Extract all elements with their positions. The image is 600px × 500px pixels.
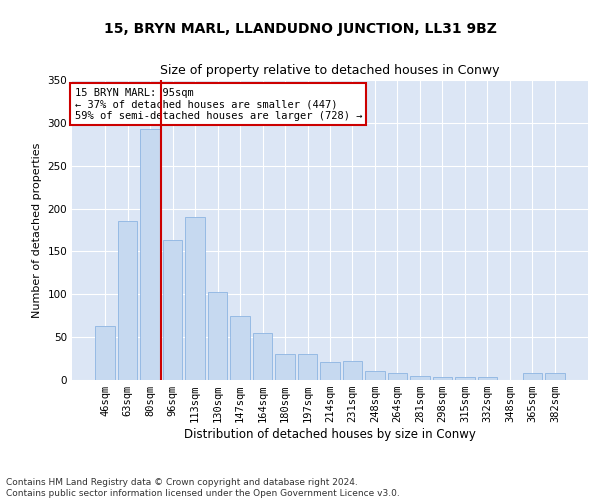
- Bar: [410, 376, 430, 380]
- Bar: [253, 333, 272, 380]
- Bar: [208, 292, 227, 380]
- Y-axis label: Number of detached properties: Number of detached properties: [32, 142, 42, 318]
- Text: 15 BRYN MARL: 95sqm
← 37% of detached houses are smaller (447)
59% of semi-detac: 15 BRYN MARL: 95sqm ← 37% of detached ho…: [74, 88, 362, 120]
- Bar: [320, 362, 340, 380]
- Title: Size of property relative to detached houses in Conwy: Size of property relative to detached ho…: [160, 64, 500, 78]
- Bar: [523, 373, 542, 380]
- X-axis label: Distribution of detached houses by size in Conwy: Distribution of detached houses by size …: [184, 428, 476, 441]
- Bar: [163, 240, 182, 380]
- Bar: [388, 373, 407, 380]
- Bar: [545, 373, 565, 380]
- Text: 15, BRYN MARL, LLANDUDNO JUNCTION, LL31 9BZ: 15, BRYN MARL, LLANDUDNO JUNCTION, LL31 …: [104, 22, 496, 36]
- Bar: [275, 354, 295, 380]
- Bar: [185, 217, 205, 380]
- Bar: [95, 326, 115, 380]
- Bar: [478, 376, 497, 380]
- Bar: [230, 316, 250, 380]
- Bar: [365, 372, 385, 380]
- Bar: [343, 361, 362, 380]
- Bar: [298, 354, 317, 380]
- Bar: [455, 378, 475, 380]
- Bar: [433, 376, 452, 380]
- Text: Contains HM Land Registry data © Crown copyright and database right 2024.
Contai: Contains HM Land Registry data © Crown c…: [6, 478, 400, 498]
- Bar: [140, 129, 160, 380]
- Bar: [118, 222, 137, 380]
